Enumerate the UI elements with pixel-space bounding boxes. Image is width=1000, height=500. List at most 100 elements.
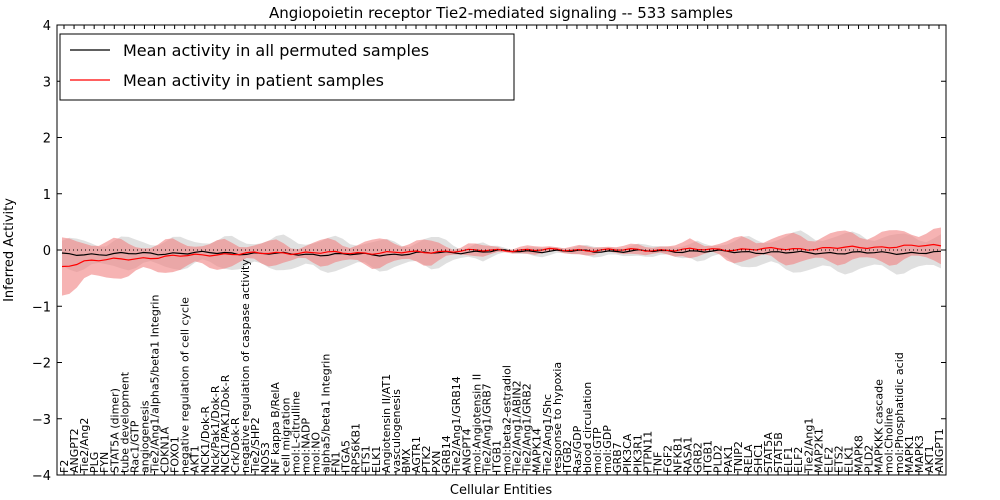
category-label: Tie2/Ang1/Shc [541,394,554,474]
category-label: STAT5A [762,432,775,473]
category-label: RASA1 [682,437,695,473]
category-label: vasculogenesis [390,389,403,473]
category-label: ITGB1 [702,440,715,473]
category-label: Ras/GDP [571,425,584,473]
y-tick-label: −4 [32,469,51,484]
category-label: FN1 [330,451,343,473]
category-label: RELA [742,444,755,473]
y-axis-label: Inferred Activity [2,198,17,302]
category-label: Rac1/GTP [128,420,141,473]
category-label: Nck/Pak1/Dok-R [209,385,222,473]
category-label: ELF1 [782,447,795,473]
category-label: ANGPT4 [460,428,473,473]
y-tick-label: 1 [43,188,51,203]
y-tick-label: 2 [43,132,51,147]
legend-label-patient: Mean activity in patient samples [123,71,384,90]
category-label: mol:NO [309,432,322,473]
category-label: ANGPT1 [933,428,946,473]
category-label: ELK1 [370,446,383,473]
category-label: Tie2/Ang1/GRB14 [450,376,463,474]
category-label: Tie2/SHP2 [249,417,262,474]
category-label: ETS1 [360,445,373,473]
category-label: mol:GTP [591,427,604,473]
permuted-band [62,230,941,275]
category-label: MAPK1 [903,435,916,473]
category-label: negative regulation of cell cycle [179,297,192,473]
category-label: angiogenesis [139,400,152,473]
category-label: cell migration [279,397,292,473]
legend: Mean activity in all permuted samples Me… [59,33,515,101]
category-label: MAPK8 [853,435,866,473]
category-label: mol:GDP [601,425,614,473]
category-label: AKT1 [923,445,936,473]
category-label: FYN [98,452,111,473]
category-label: NCK1/Dok-R [199,406,212,473]
category-label: NCK1/PAK1/Dok-R [219,374,232,473]
category-label: AGTR1 [410,436,423,473]
category-label: MAPK14 [531,428,544,473]
x-axis-label: Cellular Entities [450,483,552,498]
category-label: MAPK3 [913,435,926,473]
category-label: ELF2 [822,447,835,473]
category-label: PTPN11 [641,431,654,473]
category-label: Tie2/Ang1 [802,418,815,474]
category-label: CDKN1A [159,426,172,473]
category-label: PIK3R1 [631,434,644,473]
category-label: GRB2 [692,442,705,473]
category-label: NOS3 [259,442,272,473]
category-label: MAP2K1 [812,428,825,473]
category-label: mol:Phosphatidic acid [893,352,906,473]
category-label: ITGB2 [561,440,574,473]
category-label: PAK1 [722,445,735,473]
category-label: BMX [400,448,413,473]
category-label: ETS2 [832,445,845,473]
category-label: Tie2/Ang1/alpha5/beta1 Integrin [149,295,162,474]
category-label: PTK2 [420,445,433,473]
category-label: alpha5/beta1 Integrin [320,354,333,473]
category-label: RPS6KB1 [350,423,363,473]
patient-band [62,227,941,296]
category-label: PLD2 [712,445,725,473]
category-label: mol:Choline [883,407,896,473]
category-label: STAT5A (dimer) [108,388,121,473]
category-label: PXN [430,451,443,473]
category-label: AKT1 [189,445,202,473]
category-label: STAT5B [772,432,785,473]
category-label: GRB14 [440,435,453,473]
y-tick-label: 4 [43,19,51,34]
category-label: TNF [651,452,664,474]
category-label: Angiotensin II/AT1 [380,374,393,473]
category-label: TNIP2 [732,441,745,474]
category-label: mol:Angiotensin II [470,374,483,473]
category-label: response to hypoxia [551,362,564,473]
category-label: GRB7 [611,442,624,473]
category-label: FOXO1 [169,436,182,473]
category-label: mol:NADP [299,418,312,473]
category-label: Tie2/Ang1/ABIN2 [511,380,524,474]
category-label: tube development [118,371,131,473]
y-tick-label: 3 [43,75,51,90]
category-label: ITGB1 [491,440,504,473]
category-label: negative regulation of caspase activity [239,259,252,473]
category-label: Tie2/Ang1/GRB7 [480,383,493,474]
y-tick-label: −2 [32,357,51,372]
y-tick-label: 0 [43,244,51,259]
category-label: F2 [58,460,71,473]
y-tick-label: −3 [32,413,51,428]
chart-title: Angiopoietin receptor Tie2-mediated sign… [269,4,733,22]
category-label: PIK3CA [621,433,634,473]
category-label: PLG [88,452,101,473]
category-label: NFKB1 [672,437,685,473]
category-label: FGF2 [661,445,674,473]
category-label: ELF2 [792,447,805,473]
y-tick-label: −1 [32,300,51,315]
category-label: ELK1 [843,446,856,473]
legend-box [59,33,515,101]
category-label: ANGPT2 [68,428,81,473]
category-label: Tie2/Ang1/GRB2 [521,383,534,474]
category-label: blood circulation [581,382,594,473]
category-label: ITGA5 [340,440,353,473]
x-axis-ticks [63,25,940,475]
